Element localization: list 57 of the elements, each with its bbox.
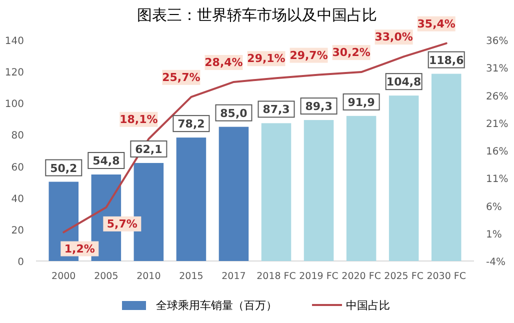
legend-label: 全球乘用车销量（百万） xyxy=(156,299,277,312)
bar xyxy=(261,123,292,261)
y2-tick-label: 21% xyxy=(486,118,508,130)
data-label: 91,9 xyxy=(348,96,375,109)
data-label: 118,6 xyxy=(428,54,464,67)
y2-tick-label: -4% xyxy=(486,257,506,268)
data-label: 28,4% xyxy=(204,56,243,69)
y-tick-label: 60 xyxy=(11,162,24,174)
x-tick-label: 2020 FC xyxy=(342,271,382,282)
bar xyxy=(218,126,249,261)
bar xyxy=(346,116,376,261)
y2-tick-label: 36% xyxy=(486,36,508,47)
y-tick-label: 20 xyxy=(11,225,24,236)
legend-label: 中国占比 xyxy=(346,299,390,312)
data-label: 29,1% xyxy=(247,52,286,66)
data-label: 29,7% xyxy=(290,48,328,62)
x-tick-label: 2019 FC xyxy=(299,271,339,282)
data-label: 5,7% xyxy=(106,217,138,230)
y2-tick-label: 26% xyxy=(486,91,508,102)
data-label: 1,2% xyxy=(64,242,95,256)
y2-tick-label: 6% xyxy=(486,202,502,213)
x-tick-label: 2030 FC xyxy=(426,271,466,282)
y2-tick-label: 16% xyxy=(486,146,508,158)
x-tick-label: 2015 xyxy=(179,271,204,282)
x-tick-label: 2000 xyxy=(52,271,76,282)
data-label: 50,2 xyxy=(50,162,78,175)
x-tick-label: 2025 FC xyxy=(384,271,424,282)
data-label: 85,0 xyxy=(220,106,248,120)
y-tick-label: 100 xyxy=(4,99,24,110)
x-tick-label: 2017 xyxy=(222,271,246,282)
y2-tick-label: 11% xyxy=(486,174,508,186)
x-tick-label: 2018 FC xyxy=(256,271,296,282)
y2-tick-label: 31% xyxy=(486,64,508,75)
y-tick-label: 80 xyxy=(11,130,24,142)
x-tick-label: 2010 xyxy=(136,271,161,282)
y-tick-label: 140 xyxy=(4,36,24,47)
chart-title: 图表三：世界轿车市场以及中国占比 xyxy=(137,6,377,24)
data-label: 62,1 xyxy=(135,142,162,156)
bar xyxy=(388,96,419,261)
bar xyxy=(304,120,334,261)
data-label: 30,2% xyxy=(332,46,370,60)
y2-tick-label: 1% xyxy=(486,229,502,240)
y-tick-label: 120 xyxy=(4,68,24,79)
data-label: 54,8 xyxy=(92,154,120,168)
data-label: 35,4% xyxy=(417,17,456,30)
y-tick-label: 0 xyxy=(18,257,24,268)
bar xyxy=(176,138,206,261)
data-label: 78,2 xyxy=(178,118,205,131)
y-tick-label: 40 xyxy=(11,194,24,205)
x-tick-label: 2005 xyxy=(94,271,118,282)
bar xyxy=(431,74,462,261)
data-label: 87,3 xyxy=(262,103,290,116)
data-label: 104,8 xyxy=(386,76,422,89)
data-label: 89,3 xyxy=(305,100,332,114)
data-label: 33,0% xyxy=(374,30,413,44)
data-label: 18,1% xyxy=(120,112,158,126)
data-label: 25,7% xyxy=(162,70,200,84)
